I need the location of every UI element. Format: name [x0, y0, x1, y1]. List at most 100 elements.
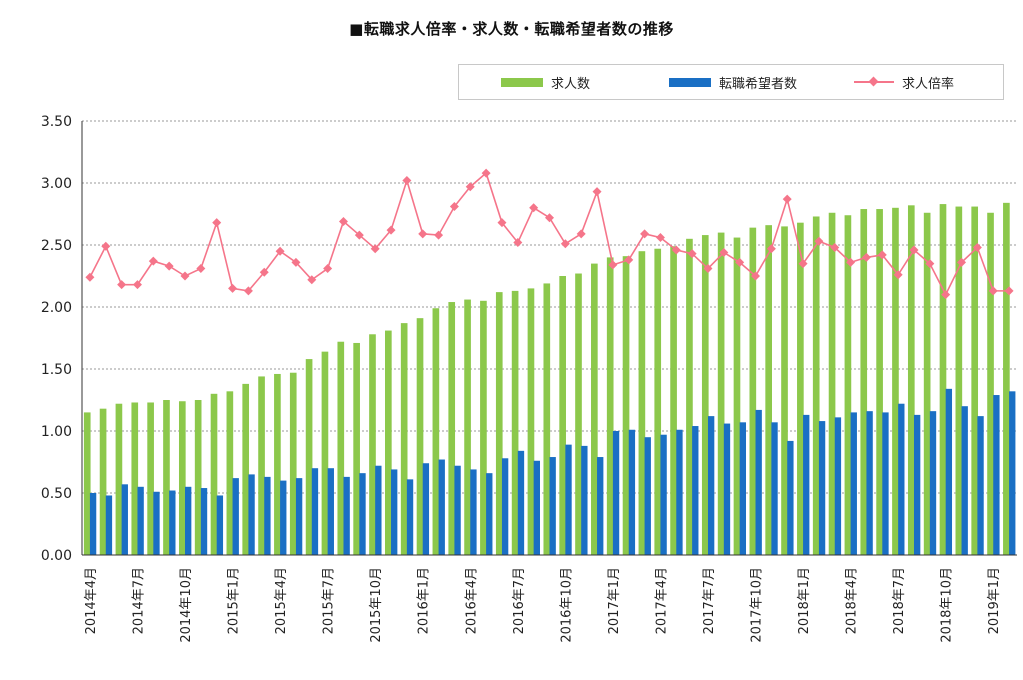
x-tick-label: 2015年4月: [274, 567, 289, 634]
bar-job-seekers: [834, 417, 842, 555]
chart-title: ■転職求人倍率・求人数・転職希望者数の推移: [349, 20, 674, 38]
bar-job-openings: [876, 209, 883, 556]
ratio-marker: [307, 275, 317, 285]
bar-job-openings: [147, 402, 154, 555]
bar-job-seekers: [707, 416, 715, 555]
bar-job-openings: [289, 372, 297, 555]
bar-job-openings: [1003, 202, 1010, 555]
bar-job-seekers: [723, 423, 731, 555]
bar-job-openings: [416, 318, 424, 555]
ratio-marker: [291, 257, 301, 267]
y-tick-label: 1.00: [41, 424, 72, 440]
bar-job-seekers: [565, 444, 572, 555]
ratio-marker: [402, 176, 412, 186]
ratio-marker: [101, 241, 111, 251]
bar-job-openings: [939, 204, 947, 555]
bar-job-seekers: [89, 493, 97, 555]
y-tick-label: 2.00: [41, 300, 72, 316]
bar-job-seekers: [1009, 391, 1016, 555]
bar-job-openings: [797, 222, 804, 555]
bar-job-openings: [448, 302, 456, 555]
ratio-marker: [481, 168, 491, 178]
bar-job-openings: [495, 292, 503, 555]
bar-job-openings: [749, 227, 757, 555]
bar-job-openings: [337, 341, 345, 555]
bar-job-seekers: [739, 422, 747, 555]
bar-job-openings: [527, 288, 535, 555]
ratio-marker: [117, 280, 127, 290]
bar-job-openings: [812, 216, 820, 556]
ratio-marker: [957, 257, 967, 267]
ratio-marker: [624, 255, 634, 265]
ratio-marker: [735, 257, 745, 267]
legend-label: 転職希望者数: [719, 76, 798, 92]
bar-job-seekers: [961, 406, 968, 555]
bar-job-seekers: [137, 486, 144, 555]
bar-job-openings: [844, 215, 852, 556]
x-tick-label: 2017年7月: [702, 567, 717, 634]
ratio-marker: [228, 283, 238, 293]
bar-job-openings: [353, 342, 360, 555]
x-tick-label: 2014年4月: [84, 567, 99, 634]
ratio-marker: [766, 244, 776, 254]
bar-job-openings: [274, 373, 281, 555]
bar-job-openings: [321, 351, 329, 555]
bar-job-openings: [717, 232, 725, 555]
bar-job-openings: [765, 225, 772, 555]
bar-job-openings: [369, 334, 376, 555]
ratio-marker: [497, 218, 507, 228]
ratio-marker: [671, 245, 681, 255]
bar-job-openings: [385, 330, 392, 555]
bar-job-openings: [575, 273, 582, 555]
bar-job-seekers: [676, 429, 683, 555]
bar-job-seekers: [628, 429, 636, 555]
ratio-marker: [798, 259, 808, 269]
ratio-marker: [259, 267, 269, 277]
ratio-marker: [640, 229, 650, 239]
x-tick-label: 2016年4月: [464, 567, 479, 634]
bar-job-seekers: [993, 395, 1000, 555]
bar-job-openings: [591, 263, 598, 555]
bar-job-openings: [258, 376, 265, 555]
bar-job-seekers: [264, 476, 271, 555]
x-tick-label: 2019年1月: [987, 567, 1002, 634]
bar-job-seekers: [692, 426, 699, 555]
bar-job-seekers: [644, 437, 651, 555]
bar-job-openings: [178, 401, 186, 555]
x-tick-label: 2018年10月: [940, 567, 955, 643]
ratio-marker: [830, 242, 840, 252]
bar-job-seekers: [866, 411, 873, 555]
bar-job-seekers: [280, 480, 287, 555]
ratio-marker: [338, 216, 348, 226]
bar-job-openings: [131, 402, 139, 555]
ratio-marker: [861, 252, 871, 262]
x-tick-label: 2018年7月: [892, 567, 907, 634]
bar-job-seekers: [486, 473, 493, 555]
legend-item-ratio: 求人倍率: [854, 71, 954, 93]
ratio-marker: [275, 246, 285, 256]
ratio-marker: [132, 280, 142, 290]
x-tick-label: 2015年10月: [369, 567, 384, 643]
bar-job-openings: [511, 290, 519, 555]
legend-item-job-openings: 求人数: [501, 71, 590, 93]
bar-job-seekers: [375, 465, 382, 555]
bar-job-openings: [638, 251, 646, 555]
ratio-marker: [85, 272, 95, 282]
ratio-marker: [545, 213, 554, 223]
bar-job-openings: [733, 237, 741, 555]
bar-job-openings: [242, 383, 250, 555]
ratio-marker: [148, 256, 158, 266]
bar-job-openings: [83, 412, 91, 555]
ratio-marker: [1004, 286, 1014, 296]
bar-job-seekers: [803, 414, 810, 555]
bar-job-openings: [543, 283, 551, 555]
legend-swatch-green: [501, 77, 543, 87]
bar-job-seekers: [454, 465, 461, 555]
bar-job-openings: [955, 206, 963, 555]
y-tick-label: 2.50: [41, 238, 72, 254]
bar-job-openings: [781, 226, 788, 555]
y-tick-label: 3.00: [41, 176, 72, 192]
bar-job-seekers: [913, 414, 921, 555]
bar-job-seekers: [327, 468, 334, 555]
legend-label: 求人倍率: [902, 76, 955, 92]
